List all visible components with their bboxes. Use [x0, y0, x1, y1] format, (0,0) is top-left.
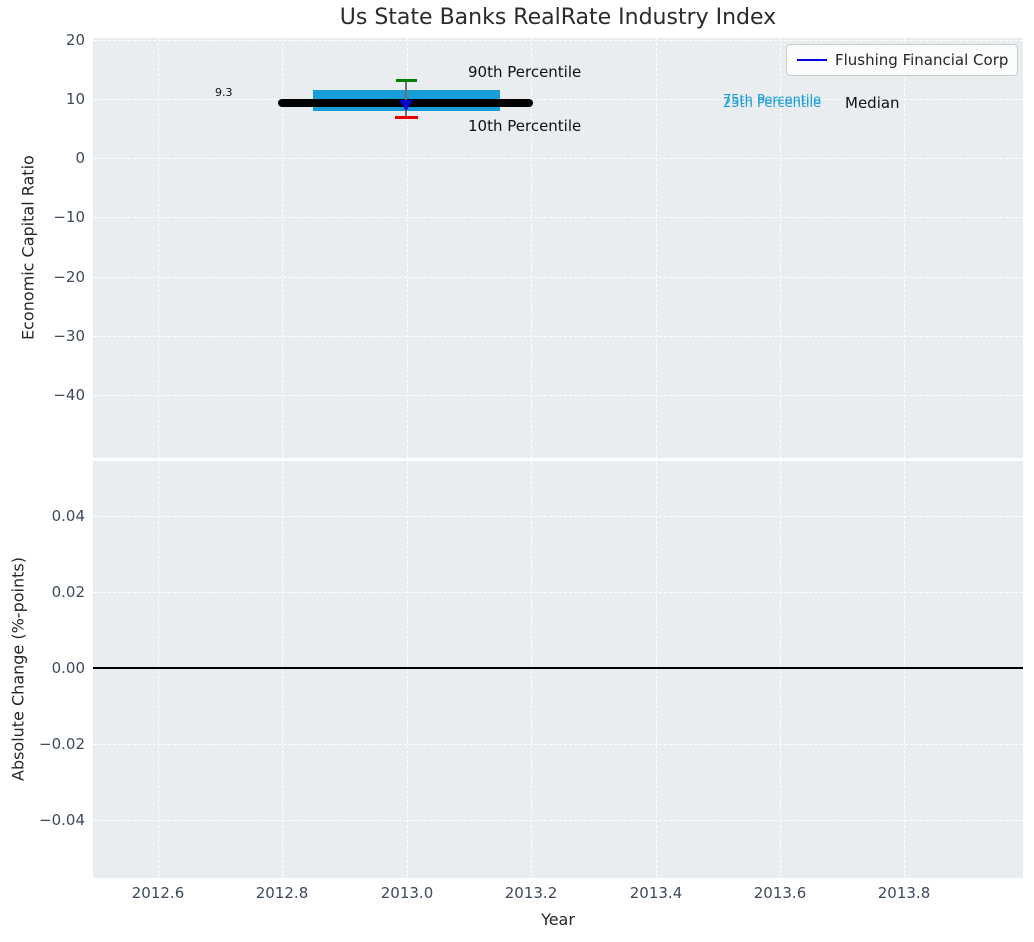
ytick-label: −0.02	[39, 735, 85, 753]
xtick-label: 2013.0	[380, 884, 434, 902]
gridline-h	[93, 592, 1023, 593]
gridline-v	[656, 38, 657, 458]
ytick-label: −20	[53, 268, 85, 286]
gridline-v	[282, 38, 283, 458]
gridline-h	[93, 820, 1023, 821]
legend-box: Flushing Financial Corp	[786, 44, 1018, 76]
ytick-label: 0.00	[51, 659, 85, 677]
top-y-axis-label: Economic Capital Ratio	[18, 155, 38, 341]
gridline-h	[93, 516, 1023, 517]
gridline-v	[780, 461, 781, 878]
legend-line-sample-icon	[797, 59, 827, 61]
ytick-label: −40	[53, 386, 85, 404]
bottom-plot-area	[93, 461, 1023, 878]
xtick-label: 2013.2	[504, 884, 558, 902]
gridline-v	[158, 38, 159, 458]
ytick-label: 20	[65, 31, 85, 49]
gridline-v	[656, 461, 657, 878]
gridline-h	[93, 158, 1023, 159]
gridline-v	[282, 461, 283, 878]
gridline-v	[531, 38, 532, 458]
company-marker-icon	[399, 100, 413, 111]
p75-label: 75th Percentile	[723, 93, 822, 108]
ytick-label: 0.04	[51, 507, 85, 525]
gridline-v	[407, 461, 408, 878]
ytick-label: 0	[75, 149, 85, 167]
bottom-y-axis-label: Absolute Change (%-points)	[8, 557, 28, 782]
ytick-label: 10	[65, 90, 85, 108]
x-axis-label: Year	[541, 910, 575, 929]
gridline-h	[93, 744, 1023, 745]
p10-label: 10th Percentile	[468, 117, 582, 135]
ytick-label: −10	[53, 208, 85, 226]
xtick-label: 2013.6	[753, 884, 807, 902]
gridline-v	[407, 38, 408, 458]
ytick-label: −0.04	[39, 811, 85, 829]
gridline-v	[904, 38, 905, 458]
gridline-h	[93, 99, 1023, 100]
gridline-v	[780, 38, 781, 458]
ytick-label: −30	[53, 327, 85, 345]
median-value-label: 9.3	[215, 86, 233, 99]
top-plot-area: 9.3 90th Percentile 10th Percentile 75th…	[93, 38, 1023, 458]
xtick-label: 2013.8	[877, 884, 931, 902]
legend-label: Flushing Financial Corp	[835, 51, 1009, 69]
p10-cap	[395, 116, 418, 119]
gridline-h	[93, 217, 1023, 218]
ytick-label: 0.02	[51, 583, 85, 601]
p90-label: 90th Percentile	[468, 63, 582, 81]
whisker-line	[405, 79, 407, 118]
gridline-v	[158, 461, 159, 878]
gridline-h	[93, 277, 1023, 278]
xtick-label: 2012.6	[131, 884, 185, 902]
p90-cap	[396, 79, 417, 82]
gridline-h	[93, 395, 1023, 396]
gridline-v	[904, 461, 905, 878]
gridline-h	[93, 40, 1023, 41]
p25-label: 25th Percentile	[723, 96, 822, 111]
xtick-label: 2013.4	[629, 884, 683, 902]
zero-baseline	[93, 667, 1023, 669]
xtick-label: 2012.8	[255, 884, 309, 902]
chart-title: Us State Banks RealRate Industry Index	[339, 5, 777, 30]
gridline-v	[531, 461, 532, 878]
median-label: Median	[845, 94, 900, 112]
gridline-h	[93, 336, 1023, 337]
